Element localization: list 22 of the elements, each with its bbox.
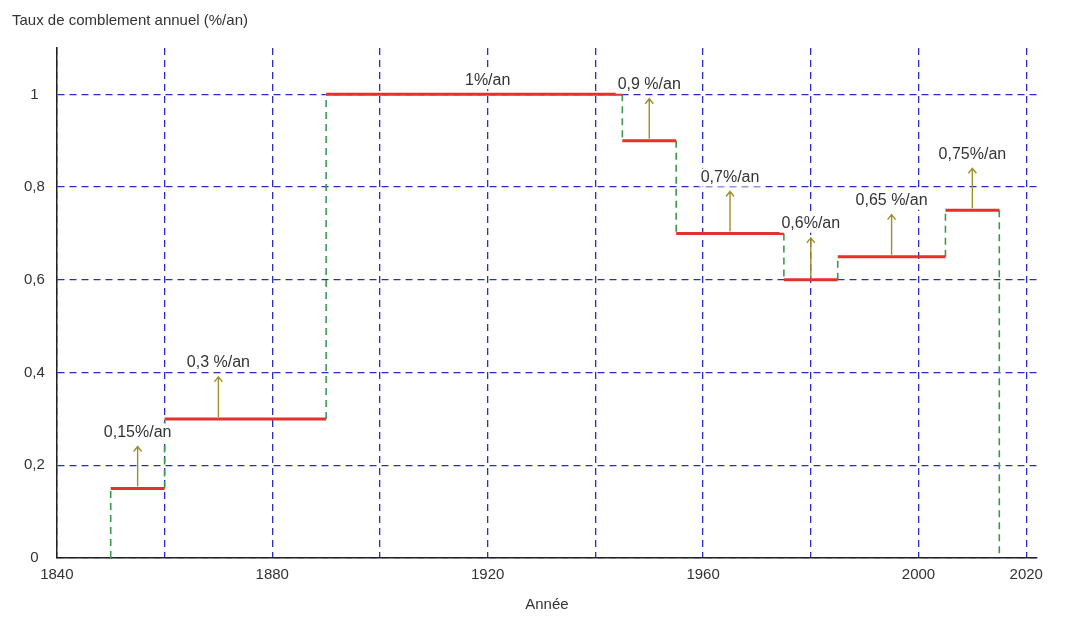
y-axis-title: Taux de comblement annuel (%/an)	[12, 11, 248, 29]
y-tick-label: 0,4	[24, 362, 45, 380]
annotation: 0,75%/an	[938, 144, 1007, 162]
y-tick-label: 0,6	[24, 269, 45, 287]
y-tick-label: 1	[30, 84, 39, 102]
x-tick-label: 1920	[471, 565, 505, 583]
annotation: 0,7%/an	[700, 167, 760, 185]
x-tick-label: 1880	[255, 565, 289, 583]
y-tick-label: 0,2	[24, 455, 45, 473]
annotation: 0,6%/an	[781, 214, 841, 232]
x-tick-label: 1960	[686, 565, 720, 583]
x-tick-label: 1840	[40, 565, 74, 583]
annotation: 0,15%/an	[103, 422, 172, 440]
annotation: 0,65 %/an	[855, 191, 928, 209]
annotation: 0,9 %/an	[617, 75, 681, 93]
annotation: 1%/an	[465, 70, 511, 88]
y-tick-label: 0,8	[24, 177, 45, 195]
y-tick-label: 0	[30, 548, 39, 566]
x-tick-label: 2020	[1009, 565, 1043, 583]
annotation: 0,3 %/an	[186, 353, 250, 371]
x-tick-label: 2000	[901, 565, 936, 583]
x-axis-title: Année	[525, 595, 569, 613]
